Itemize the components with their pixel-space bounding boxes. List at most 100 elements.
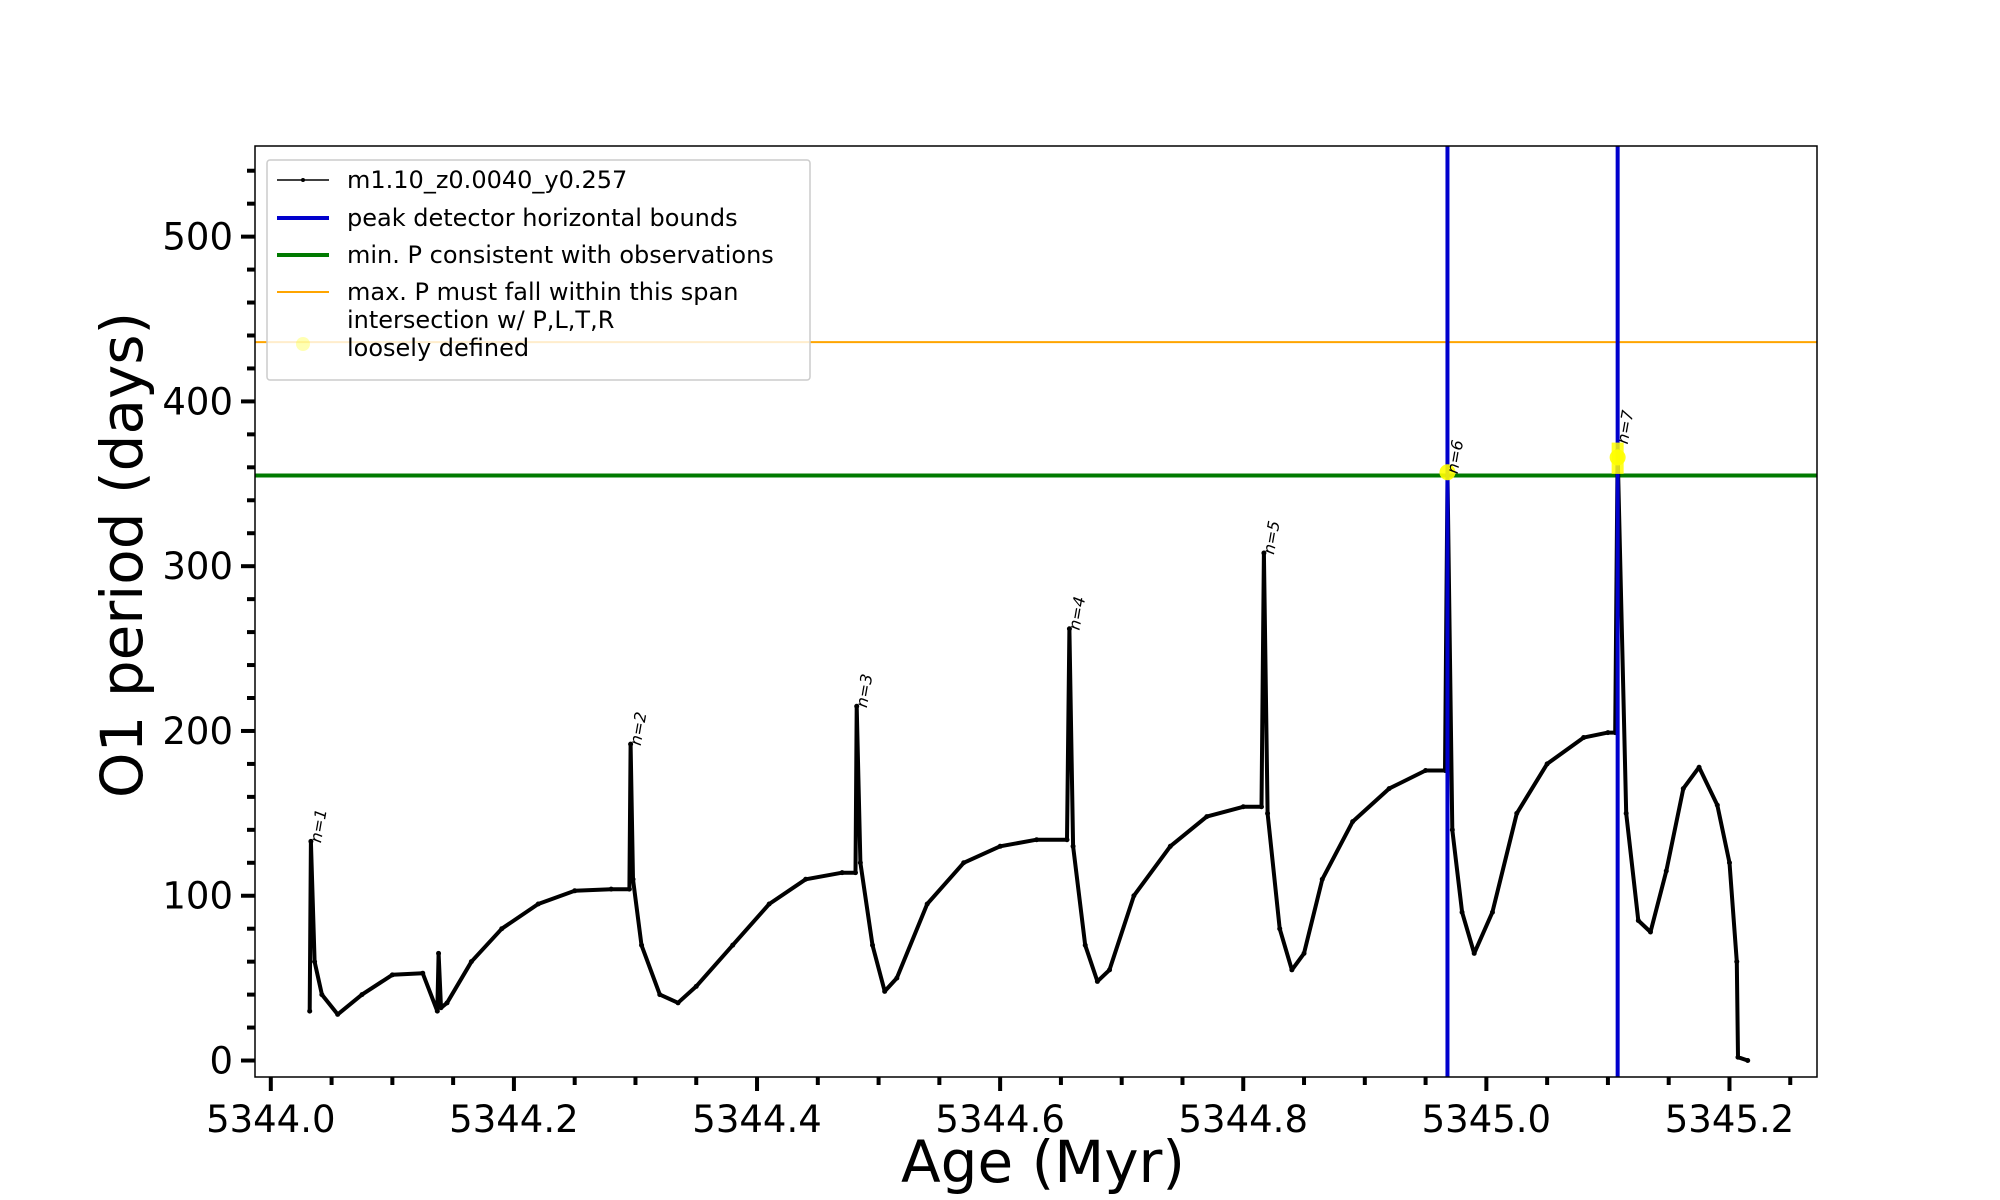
series-point [420, 970, 426, 976]
series-point [312, 959, 318, 965]
series-point [852, 870, 858, 876]
series-point [608, 886, 614, 892]
series-point [1107, 967, 1113, 973]
series-point [1064, 837, 1070, 843]
plot-frame [254, 145, 1818, 1078]
series-point [307, 1008, 313, 1014]
intersection-marker [1439, 464, 1456, 481]
series-point [803, 876, 809, 882]
legend-box [266, 159, 811, 381]
y-tick-label: 400 [162, 380, 233, 423]
series-point [1735, 1054, 1741, 1060]
series-point [1423, 768, 1429, 774]
series-point [766, 901, 772, 907]
series-point [628, 741, 634, 747]
series-point [1277, 926, 1283, 932]
legend-label: max. P must fall within this span [347, 278, 738, 306]
series-point [319, 992, 325, 998]
series-point [1301, 950, 1307, 956]
series-point [1082, 942, 1088, 948]
series-point [1581, 735, 1587, 741]
legend-swatch-marker [296, 337, 310, 351]
legend-label: min. P consistent with observations [347, 241, 774, 269]
legend-label: loosely defined [347, 334, 529, 362]
series-point [730, 942, 736, 948]
x-axis-label: Age (Myr) [901, 1128, 1185, 1196]
y-tick-label: 100 [162, 875, 233, 918]
y-axis-label: O1 period (days) [88, 312, 156, 798]
x-tick-label: 5345.2 [1665, 1098, 1794, 1141]
series-point [675, 1000, 681, 1006]
series-point [389, 972, 395, 978]
series-point [1350, 819, 1356, 825]
intersection-marker [1611, 442, 1624, 474]
series-point [1258, 804, 1264, 810]
series-point [1726, 860, 1732, 866]
series-point [1489, 909, 1495, 915]
series-point [854, 703, 860, 709]
series-point [1265, 810, 1271, 816]
legend-swatch-series-marker [301, 178, 305, 182]
x-tick-label: 5345.0 [1422, 1098, 1551, 1141]
series-point [335, 1011, 341, 1017]
series-point [436, 950, 442, 956]
series-point [1261, 550, 1267, 556]
series-point [535, 901, 541, 907]
series-point [1066, 626, 1072, 632]
series-point [434, 1008, 440, 1014]
series-point [468, 959, 474, 965]
y-tick-label: 0 [209, 1040, 233, 1083]
series-point [1544, 761, 1550, 767]
series-point [870, 942, 876, 948]
series-point [1745, 1058, 1751, 1064]
x-tick-label: 5344.4 [692, 1098, 821, 1141]
series-point [499, 926, 505, 932]
series-point [1240, 804, 1246, 810]
legend-label: m1.10_z0.0040_y0.257 [347, 166, 627, 194]
series-point [924, 901, 930, 907]
series-point [572, 888, 578, 894]
series-point [997, 843, 1003, 849]
series-point [1514, 810, 1520, 816]
series-point [1734, 959, 1740, 965]
series-point [1605, 730, 1611, 736]
series-point [961, 860, 967, 866]
series-point [882, 988, 888, 994]
series-point [1319, 876, 1325, 882]
legend-label: intersection w/ P,L,T,R [347, 306, 614, 334]
series-point [1094, 978, 1100, 984]
plot-area: n=1n=2n=3n=4n=5n=6n=7 [255, 146, 1817, 1077]
y-tick-label: 200 [162, 710, 233, 753]
series-point [657, 992, 663, 998]
series-point [1070, 843, 1076, 849]
series-point [359, 992, 365, 998]
series-point [1449, 827, 1455, 833]
legend-label: peak detector horizontal bounds [347, 204, 738, 232]
series-point [1663, 868, 1669, 874]
series-point [1459, 909, 1465, 915]
series-point [857, 860, 863, 866]
series-point [693, 983, 699, 989]
series-point [1386, 786, 1392, 792]
x-tick-label: 5344.8 [1179, 1098, 1308, 1141]
y-tick-label: 300 [162, 545, 233, 588]
series-point [1680, 786, 1686, 792]
series-point [1623, 810, 1629, 816]
series-point [1167, 843, 1173, 849]
series-point [639, 942, 645, 948]
series-point [1131, 893, 1137, 899]
series-point [839, 870, 845, 876]
y-tick-label: 500 [162, 216, 233, 259]
series-point [438, 1005, 444, 1011]
series-point [630, 876, 636, 882]
series-point [894, 975, 900, 981]
series-point [1696, 764, 1702, 770]
series-point [308, 838, 314, 844]
series-point [1034, 837, 1040, 843]
axes: 0 100 200 300 400 500 5344.0 5344.2 5344.4 5344.6… [162, 145, 1818, 1141]
series-point [1647, 929, 1653, 935]
series-point [1204, 814, 1210, 820]
series-point [444, 1000, 450, 1006]
